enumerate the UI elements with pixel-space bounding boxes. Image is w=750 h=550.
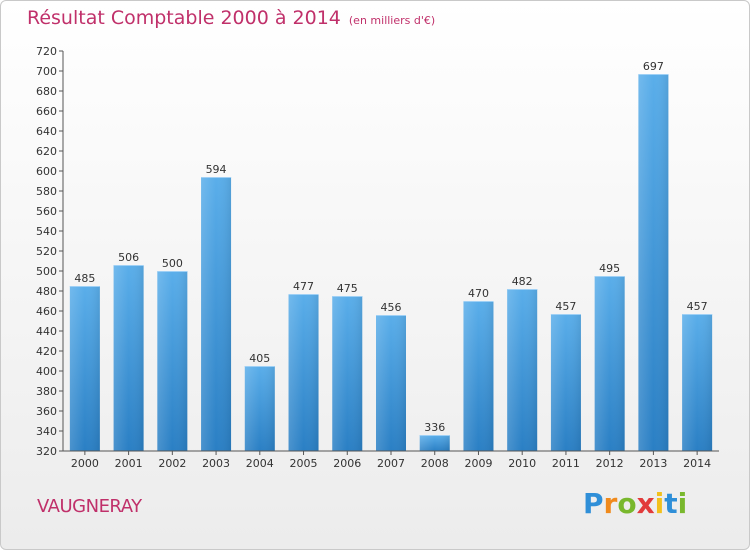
x-tick-label: 2011 [552,457,580,470]
x-tick-label: 2002 [158,457,186,470]
bar-value-label: 500 [162,257,183,270]
bar-2000: 485 [69,272,100,451]
bar-value-label: 485 [74,272,95,285]
bars-group: 485 506 500 594 405 477 475 456 336 470 482 457 495 6… [69,60,713,451]
bar-value-label: 495 [599,262,620,275]
bar-2008: 336 [419,421,450,451]
bar-2005: 477 [288,280,319,451]
y-tick-label: 540 [36,225,57,238]
bar-shine [507,289,538,451]
y-tick-label: 600 [36,165,57,178]
bar-value-label: 470 [468,287,489,300]
bar-shine [157,271,188,451]
proxiti-logo: Proxiti [583,487,687,520]
logo-letter: P [583,487,604,520]
bar-shine [376,315,406,451]
bar-2003: 594 [201,163,232,451]
bar-2004: 405 [244,352,275,451]
y-tick-label: 580 [36,185,57,198]
y-tick-label: 700 [36,65,57,78]
x-tick-label: 2014 [683,457,711,470]
bar-shine [332,296,363,451]
bar-value-label: 697 [643,60,664,73]
bar-value-label: 457 [687,300,708,313]
bar-2012: 495 [594,262,625,451]
bar-shine [201,177,232,451]
bar-2011: 457 [550,300,581,451]
bar-value-label: 475 [337,282,358,295]
y-tick-label: 400 [36,365,57,378]
bar-value-label: 482 [512,275,533,288]
bar-shine [244,366,275,451]
logo-letter: x [636,487,655,520]
bar-value-label: 506 [118,251,139,264]
y-tick-label: 660 [36,105,57,118]
y-axis: 320 340 360 380 400 420 440 460 480 500 520 540 560 5… [36,45,64,458]
bar-value-label: 594 [206,163,227,176]
bar-value-label: 477 [293,280,314,293]
bar-shine [463,301,494,451]
chart-subtitle: (en milliers d'€) [348,14,436,27]
x-tick-label: 2010 [508,457,536,470]
logo-letter: r [603,487,618,520]
bar-2010: 482 [507,275,538,451]
logo-letter: i [654,487,665,520]
bar-value-label: 336 [424,421,445,434]
x-tick-label: 2004 [246,457,274,470]
y-tick-label: 500 [36,265,57,278]
bar-shine [69,286,100,451]
x-tick-label: 2006 [333,457,361,470]
logo-letter: o [617,487,637,520]
y-tick-label: 460 [36,305,57,318]
y-tick-label: 340 [36,425,57,438]
bar-shine [682,314,713,451]
y-tick-label: 320 [36,445,57,458]
bar-shine [550,314,581,451]
y-tick-label: 360 [36,405,57,418]
commune-name: VAUGNERAY [37,496,142,517]
x-tick-label: 2012 [596,457,624,470]
x-tick-label: 2013 [639,457,667,470]
bar-2006: 475 [332,282,363,451]
bar-2014: 457 [682,300,713,451]
bar-2009: 470 [463,287,494,451]
bar-shine [594,276,625,451]
y-tick-label: 560 [36,205,57,218]
y-tick-label: 440 [36,325,57,338]
y-tick-label: 380 [36,385,57,398]
logo-letter: t [664,487,678,520]
bar-shine [288,294,319,451]
bar-value-label: 456 [381,301,402,314]
x-tick-label: 2009 [464,457,492,470]
y-tick-label: 520 [36,245,57,258]
bar-value-label: 405 [249,352,270,365]
y-tick-label: 720 [36,45,57,58]
x-tick-label: 2000 [71,457,99,470]
bar-2002: 500 [157,257,188,451]
x-tick-label: 2003 [202,457,230,470]
bar-shine [113,265,144,451]
bar-shine [638,74,669,451]
y-tick-label: 640 [36,125,57,138]
chart-title: Résultat Comptable 2000 à 2014 (en millie… [27,7,435,29]
bar-value-label: 457 [555,300,576,313]
bar-shine [419,435,450,451]
y-tick-label: 420 [36,345,57,358]
x-axis: 2000 2001 2002 2003 2004 2005 2006 2007 2008 2009… [63,450,719,470]
x-tick-label: 2001 [115,457,143,470]
x-tick-label: 2008 [421,457,449,470]
bar-2007: 456 [376,301,406,451]
y-tick-label: 620 [36,145,57,158]
y-tick-label: 680 [36,85,57,98]
chart-title-text: Résultat Comptable 2000 à 2014 [27,7,341,29]
bar-2013: 697 [638,60,669,451]
bar-2001: 506 [113,251,144,451]
x-tick-label: 2005 [290,457,318,470]
y-tick-label: 480 [36,285,57,298]
logo-letter: i [677,487,688,520]
x-tick-label: 2007 [377,457,405,470]
